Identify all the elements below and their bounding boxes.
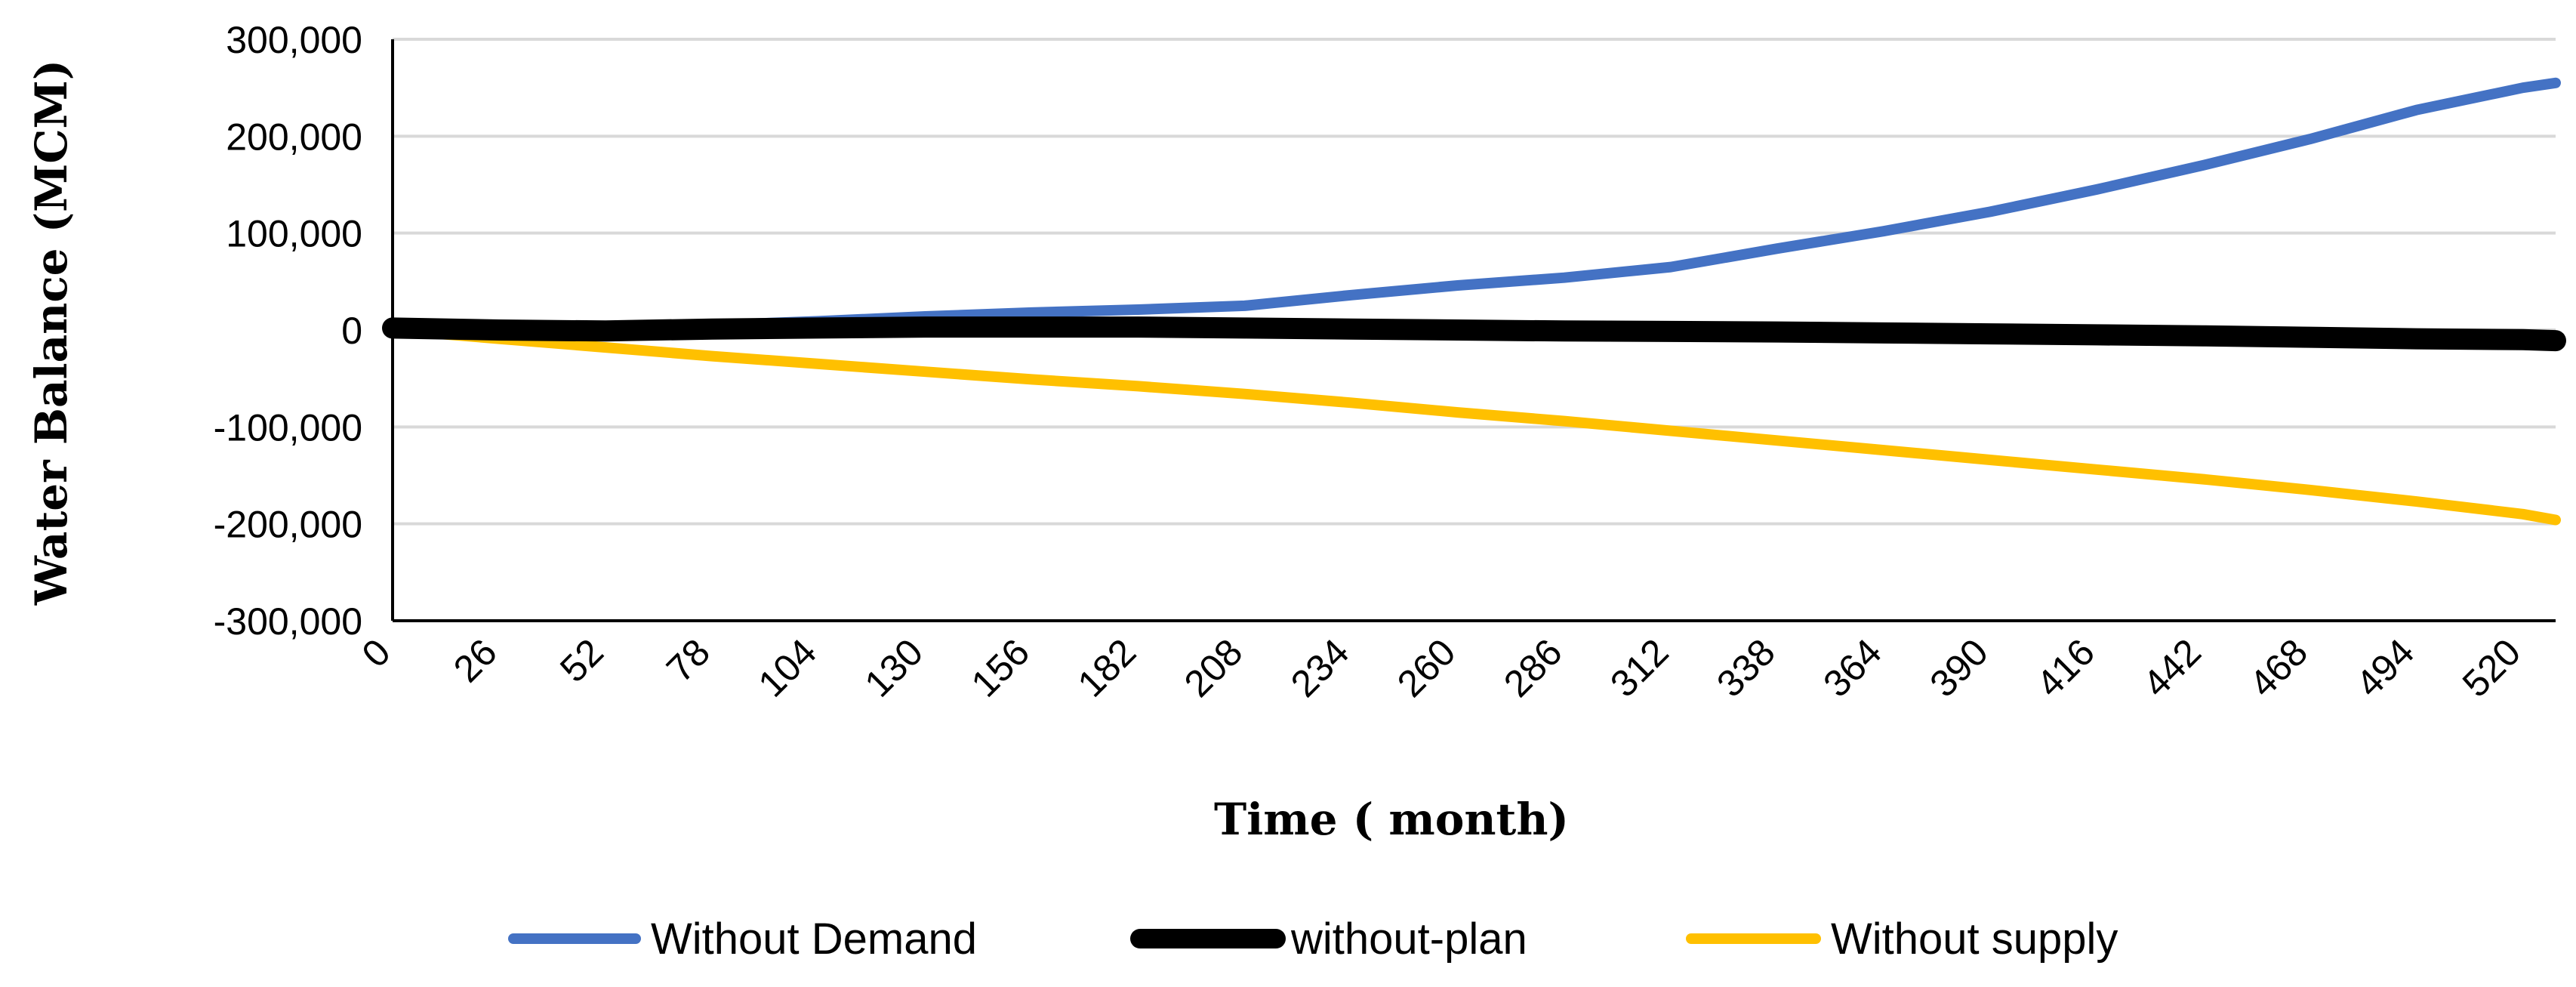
x-tick-label: 416 bbox=[2028, 631, 2103, 705]
y-tick-label: 200,000 bbox=[226, 116, 362, 158]
series-line-without-plan bbox=[382, 316, 2566, 352]
y-tick-label: 100,000 bbox=[226, 213, 362, 255]
legend: Without Demand without-plan Without supply bbox=[508, 915, 2118, 964]
x-tick-label: 52 bbox=[552, 631, 612, 690]
x-tick-label: 494 bbox=[2348, 631, 2423, 705]
x-tick-label: 286 bbox=[1496, 631, 1570, 705]
x-tick-label: 468 bbox=[2242, 631, 2316, 705]
x-tick-label: 338 bbox=[1709, 631, 1783, 705]
x-tick-label: 26 bbox=[445, 631, 505, 690]
x-tick-label: 442 bbox=[2135, 631, 2210, 705]
x-tick-label: 104 bbox=[750, 631, 824, 705]
y-tick-label: 300,000 bbox=[226, 19, 362, 61]
x-axis-title: Time ( month) bbox=[1214, 794, 1569, 845]
y-tick-label: -100,000 bbox=[214, 406, 362, 449]
y-tick-labels: 300,000 200,000 100,000 0 -100,000 -200,000 -3… bbox=[214, 19, 362, 643]
x-tick-label: 364 bbox=[1815, 631, 1890, 705]
x-tick-label: 130 bbox=[857, 631, 932, 705]
x-tick-label: 390 bbox=[1921, 631, 1996, 705]
axes bbox=[391, 39, 2556, 622]
x-tick-label: 78 bbox=[658, 631, 718, 690]
x-tick-label: 520 bbox=[2454, 631, 2529, 705]
x-tick-label: 182 bbox=[1070, 631, 1145, 705]
x-tick-label: 234 bbox=[1283, 631, 1357, 705]
x-tick-label: 260 bbox=[1389, 631, 1464, 705]
y-axis-title: Water Balance (MCM) bbox=[26, 60, 77, 606]
x-tick-label: 208 bbox=[1176, 631, 1251, 705]
legend-label: Without Demand bbox=[651, 915, 977, 964]
x-tick-label: 312 bbox=[1602, 631, 1677, 705]
legend-label: without-plan bbox=[1290, 915, 1527, 964]
legend-label: Without supply bbox=[1831, 915, 2118, 964]
y-tick-label: -200,000 bbox=[214, 504, 362, 546]
y-tick-label: -300,000 bbox=[214, 600, 362, 643]
y-tick-label: 0 bbox=[341, 310, 362, 352]
x-tick-labels: 0 26 52 78 104 130 156 182 208 234 260 286 312 338 364… bbox=[354, 631, 2529, 705]
series-line-without-supply bbox=[387, 325, 2561, 526]
x-tick-label: 156 bbox=[963, 631, 1038, 705]
series-line-without-demand bbox=[387, 77, 2561, 332]
series-lines bbox=[382, 77, 2566, 526]
